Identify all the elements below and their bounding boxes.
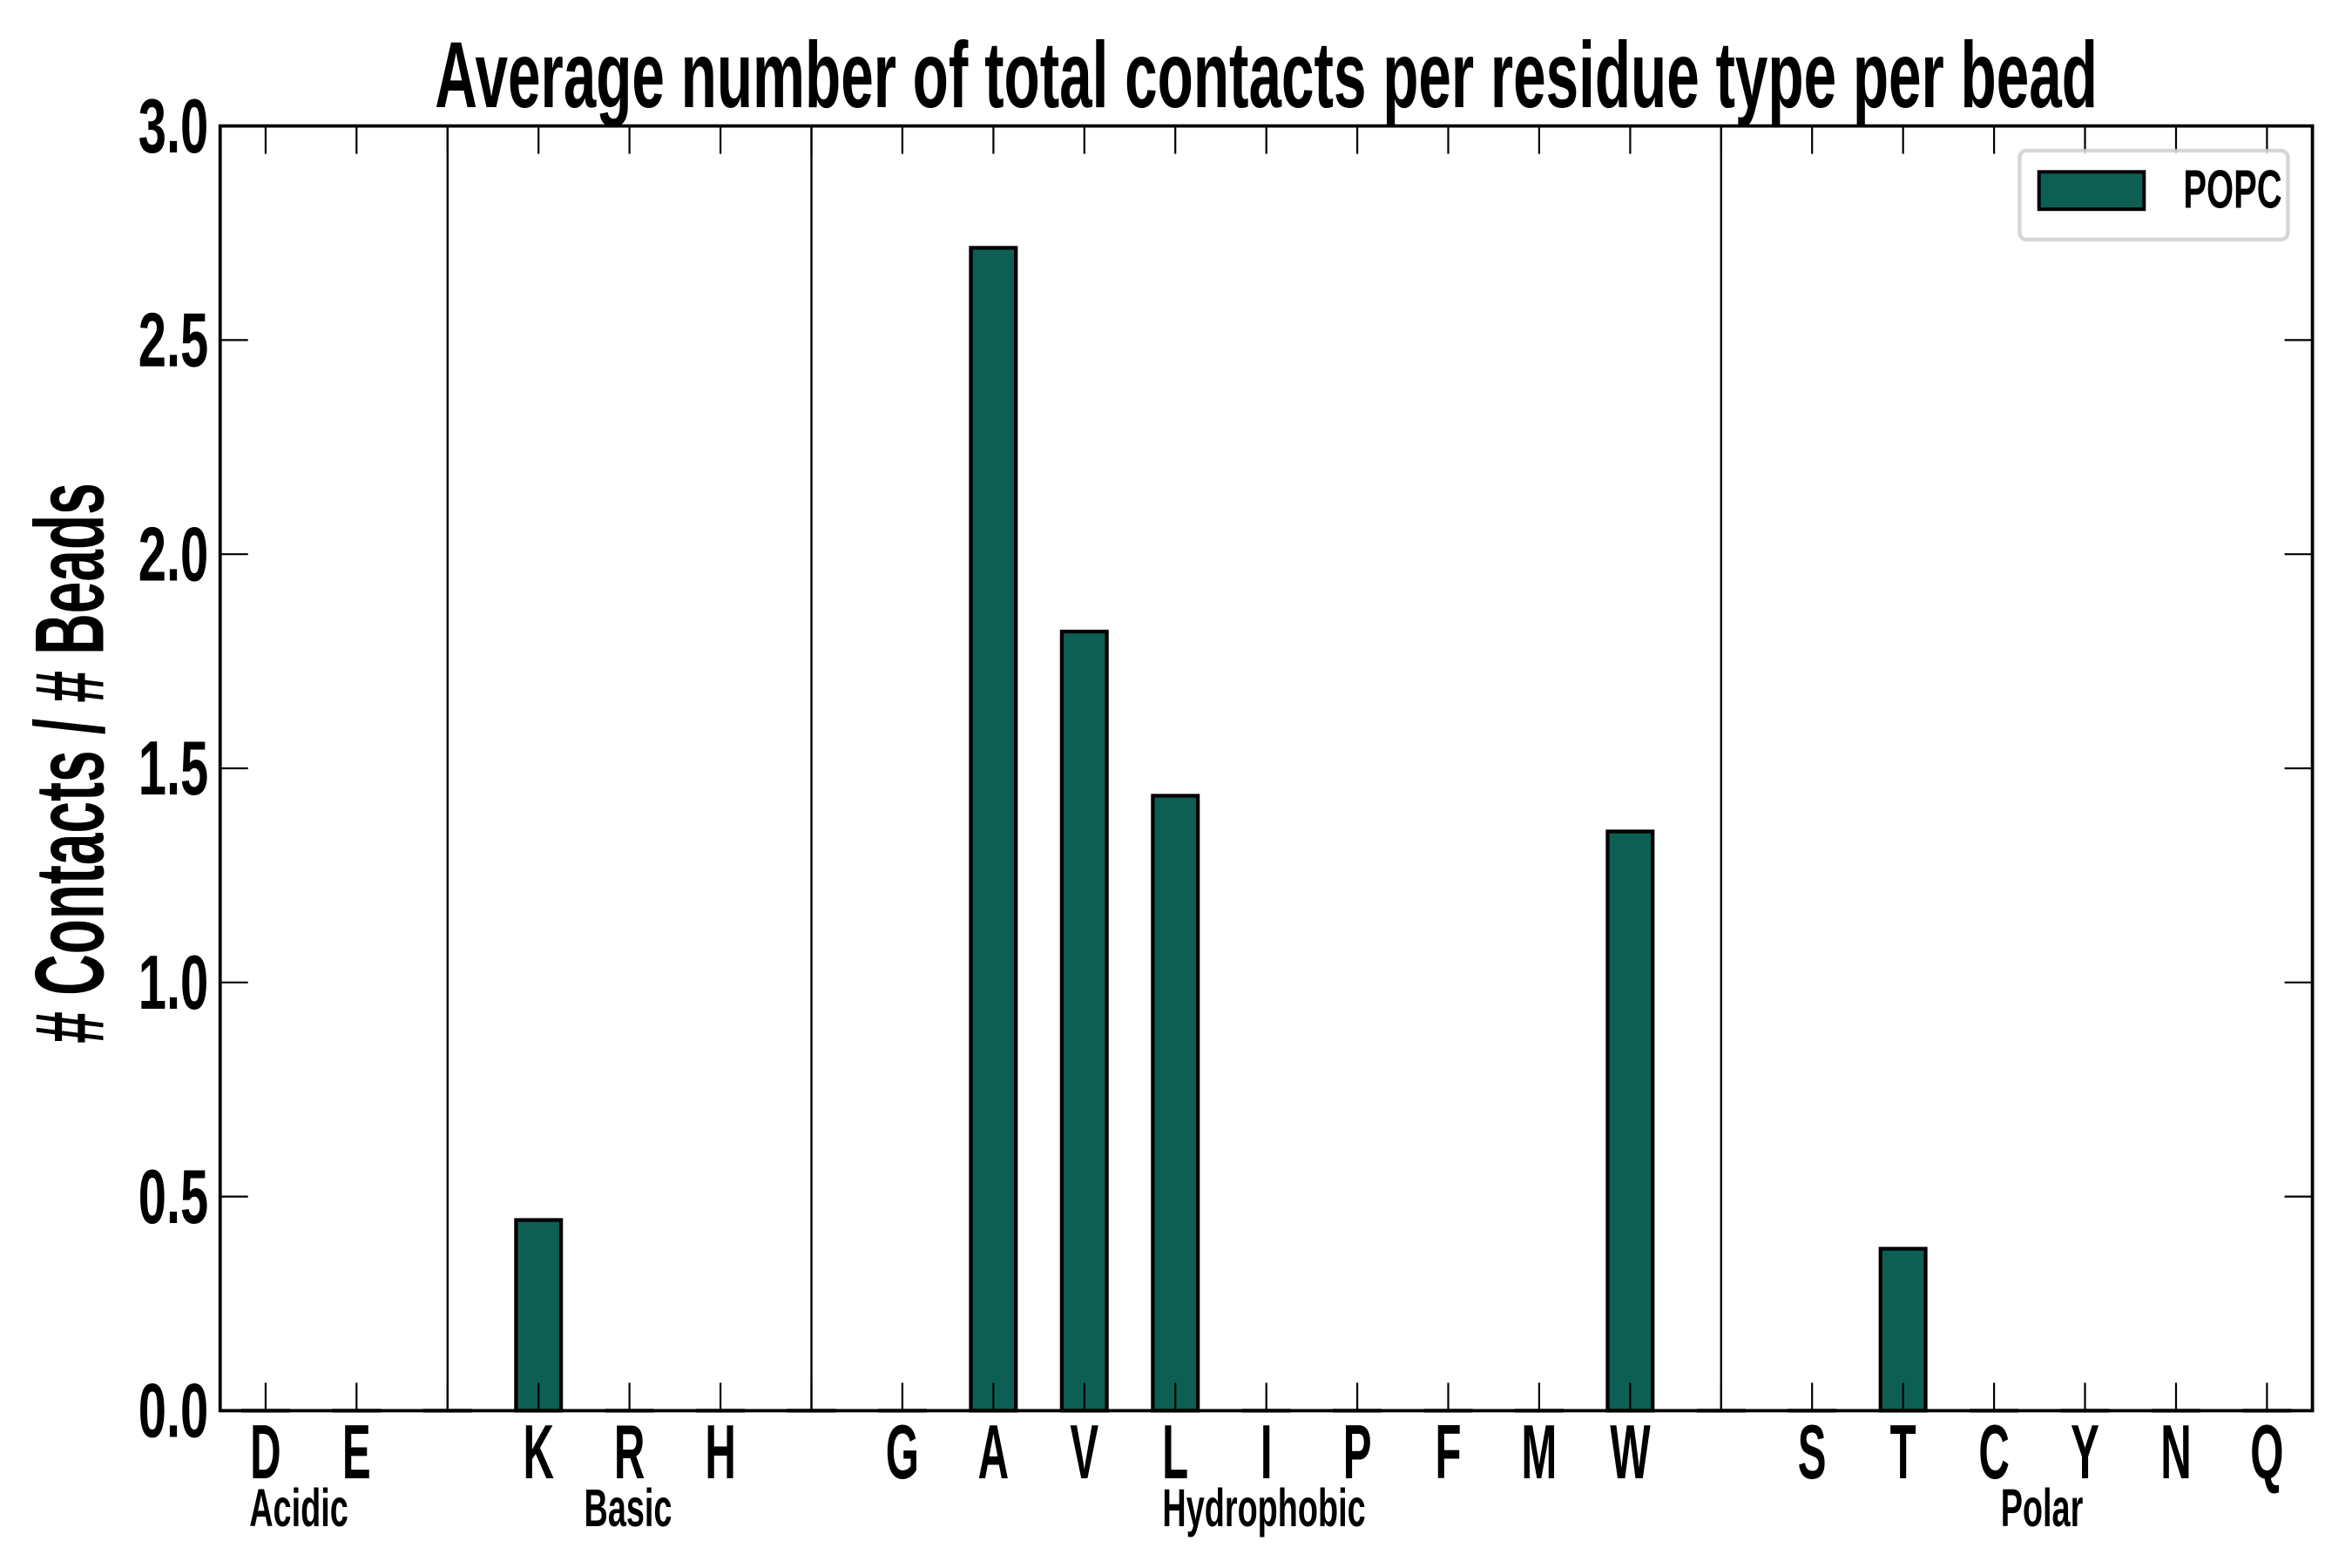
svg-text:D: D xyxy=(250,1410,281,1495)
svg-text:Average number of total contac: Average number of total contacts per res… xyxy=(435,24,2098,128)
svg-text:E: E xyxy=(342,1410,371,1495)
svg-text:POPC: POPC xyxy=(2183,160,2281,220)
svg-text:1.0: 1.0 xyxy=(139,940,209,1025)
svg-text:V: V xyxy=(1070,1410,1098,1495)
svg-text:F: F xyxy=(1435,1410,1461,1495)
svg-text:R: R xyxy=(614,1410,645,1495)
svg-text:0.5: 0.5 xyxy=(139,1154,209,1240)
svg-text:# Contacts / # Beads: # Contacts / # Beads xyxy=(16,483,124,1044)
svg-text:2.0: 2.0 xyxy=(139,511,209,597)
svg-text:N: N xyxy=(2160,1410,2192,1495)
svg-text:P: P xyxy=(1343,1410,1372,1495)
svg-text:Q: Q xyxy=(2250,1410,2283,1495)
svg-text:C: C xyxy=(1978,1410,2010,1495)
svg-text:K: K xyxy=(523,1410,554,1495)
svg-text:M: M xyxy=(1521,1410,1557,1495)
svg-text:0.0: 0.0 xyxy=(139,1369,209,1454)
svg-text:A: A xyxy=(978,1410,1010,1495)
svg-text:L: L xyxy=(1162,1410,1188,1495)
svg-text:T: T xyxy=(1890,1410,1916,1495)
svg-text:W: W xyxy=(1610,1410,1651,1495)
svg-text:2.5: 2.5 xyxy=(139,298,209,383)
svg-text:Y: Y xyxy=(2071,1410,2099,1495)
svg-text:H: H xyxy=(705,1410,736,1495)
svg-text:G: G xyxy=(886,1410,919,1495)
svg-text:1.5: 1.5 xyxy=(139,726,209,811)
svg-text:Acidic: Acidic xyxy=(249,1478,348,1538)
svg-text:Hydrophobic: Hydrophobic xyxy=(1162,1478,1365,1538)
svg-text:3.0: 3.0 xyxy=(139,84,209,169)
svg-text:I: I xyxy=(1260,1410,1273,1495)
svg-text:Basic: Basic xyxy=(585,1478,672,1538)
svg-text:Polar: Polar xyxy=(2001,1478,2084,1538)
svg-text:S: S xyxy=(1798,1410,1827,1495)
